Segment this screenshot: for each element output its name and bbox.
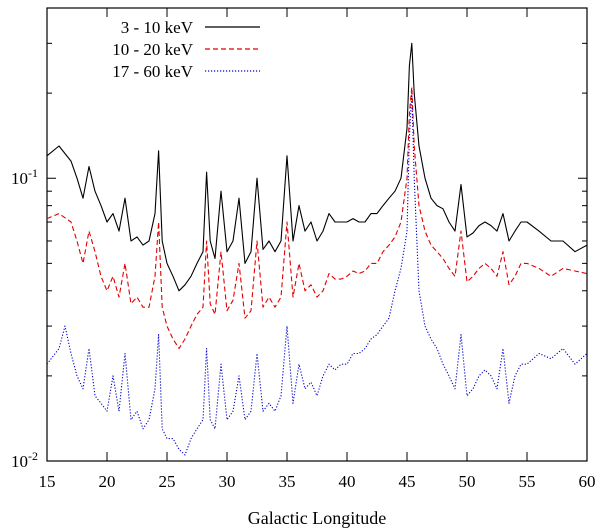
- x-tick-label: 20: [99, 472, 116, 491]
- x-tick-label: 55: [519, 472, 536, 491]
- series-line-1: [46, 42, 588, 292]
- x-tick-label: 40: [339, 472, 356, 491]
- x-tick-label: 45: [399, 472, 416, 491]
- x-tick-label: 60: [579, 472, 596, 491]
- y-tick-label: 10-1: [11, 166, 38, 188]
- x-tick-label: 50: [459, 472, 476, 491]
- x-tick-label: 15: [39, 472, 56, 491]
- y-axis-ticks: 10-2 10-1: [11, 7, 587, 471]
- x-tick-label: 35: [279, 472, 296, 491]
- plot-frame: [46, 7, 588, 462]
- legend-label: 3 - 10 keV: [121, 18, 194, 37]
- y-tick-label: 10-2: [11, 449, 38, 471]
- series-line-3: [46, 92, 588, 456]
- legend-label: 17 - 60 keV: [112, 62, 193, 81]
- x-tick-label: 25: [159, 472, 176, 491]
- series-line-2: [46, 86, 588, 350]
- x-axis-title: Galactic Longitude: [248, 508, 386, 528]
- x-tick-label: 30: [219, 472, 236, 491]
- x-axis-ticks: 15 20 25 30 35 40 45 50 55 60: [39, 8, 596, 491]
- legend: 3 - 10 keV 10 - 20 keV 17 - 60 keV: [112, 18, 260, 81]
- legend-label: 10 - 20 keV: [112, 40, 193, 59]
- series-layer: [46, 42, 588, 456]
